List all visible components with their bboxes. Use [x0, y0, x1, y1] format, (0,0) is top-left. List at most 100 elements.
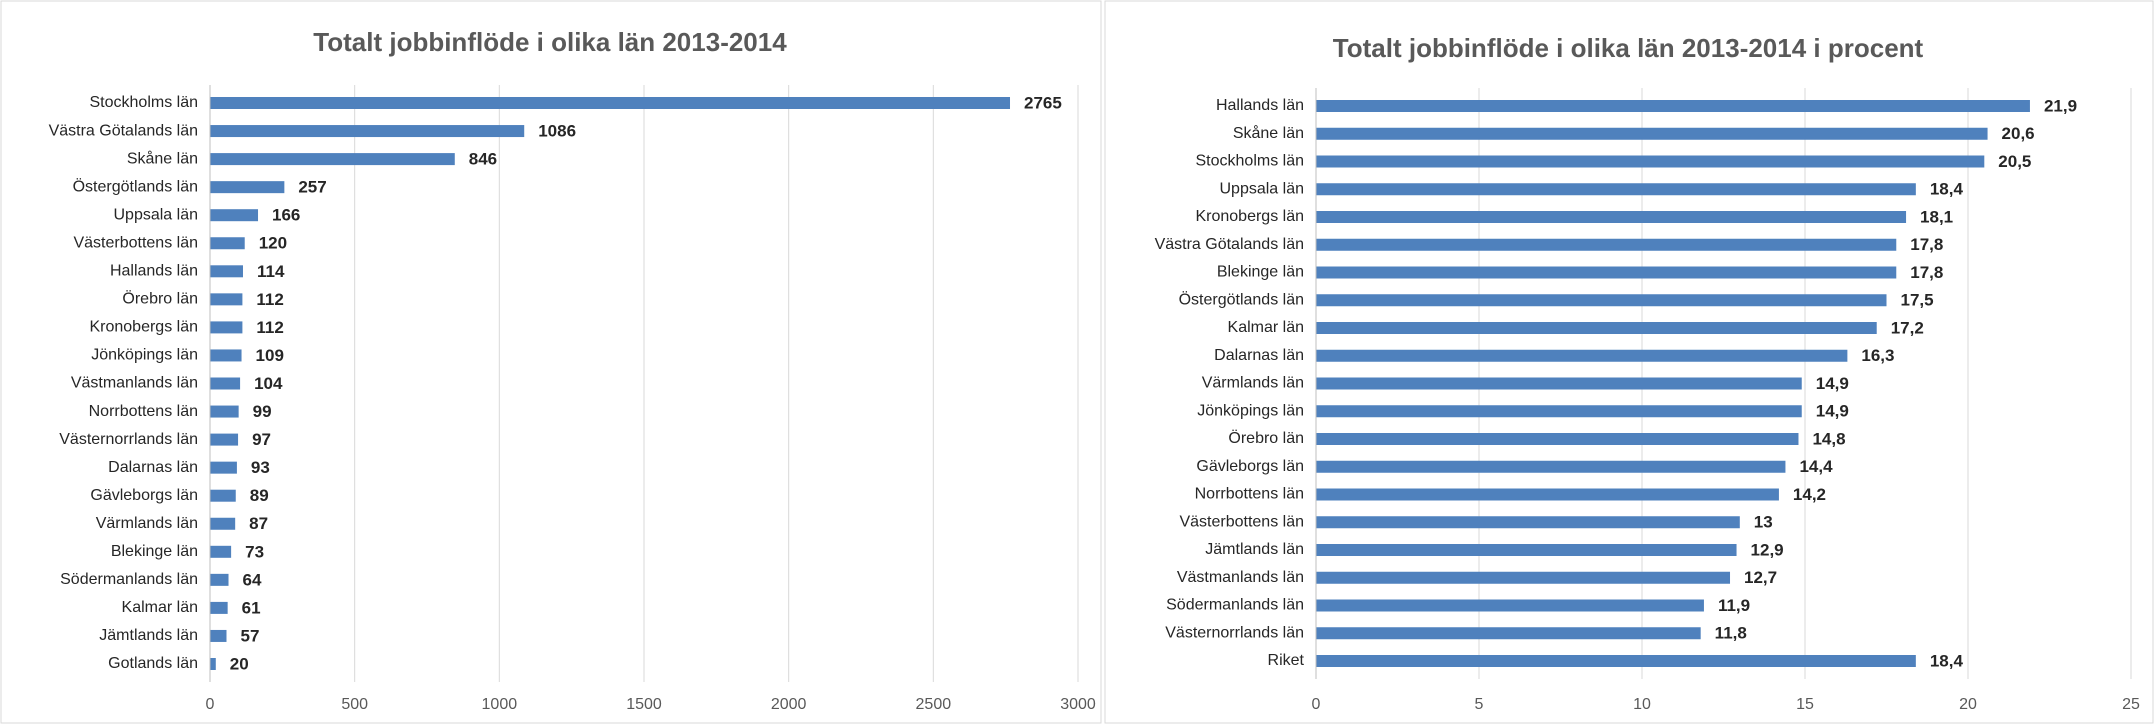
y-tick-label: Södermanlands län: [60, 571, 198, 588]
bar: [1316, 183, 1916, 196]
value-label: 14,8: [1812, 429, 1845, 448]
bar: [1316, 127, 1988, 140]
y-tick-label: Norrbottens län: [1195, 486, 1304, 503]
x-tick-label: 10: [1633, 696, 1651, 713]
bar: [1316, 488, 1779, 501]
x-tick-label: 25: [2122, 696, 2140, 713]
y-tick-label: Jönköpings län: [1197, 402, 1304, 419]
y-tick-label: Hallands län: [1216, 97, 1304, 114]
bar: [210, 461, 237, 474]
value-label: 89: [250, 486, 269, 505]
bar: [210, 629, 227, 642]
bar: [1316, 460, 1786, 473]
x-tick-label: 2000: [771, 696, 807, 713]
y-tick-label: Skåne län: [127, 149, 198, 167]
x-tick-label: 15: [1796, 696, 1814, 713]
y-tick-label: Västmanlands län: [1177, 569, 1304, 586]
y-tick-label: Västerbottens län: [1179, 513, 1304, 530]
bar: [210, 489, 236, 502]
x-tick-label: 3000: [1060, 696, 1096, 713]
bar: [210, 658, 216, 670]
value-label: 114: [257, 262, 285, 281]
value-label: 87: [249, 514, 268, 533]
value-label: 14,9: [1816, 402, 1849, 421]
x-tick-label: 2500: [916, 696, 952, 713]
value-label: 104: [254, 374, 283, 393]
y-tick-label: Kronobergs län: [89, 319, 198, 336]
value-label: 18,4: [1930, 651, 1964, 670]
y-tick-label: Riket: [1268, 652, 1305, 669]
value-label: 20: [230, 654, 249, 673]
y-tick-label: Blekinge län: [111, 543, 198, 560]
bar: [210, 433, 239, 446]
value-label: 2765: [1024, 93, 1062, 112]
value-label: 109: [256, 346, 284, 365]
bar: [210, 265, 243, 278]
bar: [210, 545, 232, 558]
x-tick-label: 0: [1312, 696, 1321, 713]
y-tick-label: Västra Götalands län: [1155, 236, 1304, 253]
value-label: 257: [298, 178, 326, 197]
value-label: 14,4: [1799, 457, 1833, 476]
value-label: 17,8: [1910, 263, 1943, 282]
y-tick-label: Örebro län: [122, 290, 198, 308]
bar: [1316, 433, 1799, 445]
bar: [210, 405, 239, 418]
value-label: 17,5: [1901, 291, 1934, 310]
y-tick-label: Uppsala län: [1220, 180, 1305, 197]
value-label: 18,4: [1930, 180, 1964, 199]
value-label: 73: [245, 542, 264, 561]
bar: [1316, 238, 1897, 251]
bar: [210, 97, 1011, 109]
bar: [210, 321, 243, 334]
value-label: 61: [242, 598, 261, 617]
bar: [1316, 294, 1887, 307]
bar: [1316, 571, 1731, 584]
chart-title: Totalt jobbinflöde i olika län 2013-2014: [313, 27, 787, 57]
bar: [1316, 655, 1916, 667]
chart-title: Totalt jobbinflöde i olika län 2013-2014…: [1333, 33, 1924, 63]
y-tick-label: Västerbottens län: [73, 234, 198, 251]
y-tick-label: Blekinge län: [1217, 264, 1304, 281]
bar: [210, 181, 285, 194]
value-label: 14,9: [1816, 374, 1849, 393]
value-label: 846: [469, 150, 497, 169]
y-tick-label: Örebro län: [1228, 429, 1304, 447]
bar: [210, 153, 455, 166]
y-tick-label: Västernorrlands län: [1165, 624, 1304, 641]
x-tick-label: 0: [206, 696, 215, 713]
bar: [210, 601, 228, 614]
value-label: 12,9: [1751, 540, 1784, 559]
value-label: 112: [256, 318, 283, 337]
bar: [1316, 516, 1740, 529]
bar: [1316, 405, 1802, 418]
value-label: 17,2: [1891, 318, 1924, 337]
x-tick-label: 500: [341, 696, 368, 713]
value-label: 13: [1754, 513, 1773, 532]
bar: [1316, 322, 1877, 334]
y-tick-label: Värmlands län: [96, 515, 198, 532]
x-tick-label: 1000: [482, 696, 518, 713]
bar: [1316, 266, 1897, 279]
bar: [1316, 100, 2030, 112]
y-tick-label: Västmanlands län: [71, 375, 198, 392]
y-tick-label: Södermanlands län: [1166, 597, 1304, 614]
bar: [210, 377, 241, 390]
y-tick-label: Gotlands län: [108, 655, 198, 672]
value-label: 120: [259, 234, 287, 253]
y-tick-label: Dalarnas län: [108, 459, 198, 476]
x-tick-label: 1500: [626, 696, 662, 713]
y-tick-label: Dalarnas län: [1214, 347, 1304, 364]
bar: [210, 517, 236, 530]
value-label: 18,1: [1920, 207, 1953, 226]
panel-border: [1104, 0, 2154, 724]
value-label: 17,8: [1910, 235, 1943, 254]
value-label: 20,5: [1998, 152, 2031, 171]
y-tick-label: Kalmar län: [122, 599, 198, 616]
value-label: 93: [251, 458, 270, 477]
bar: [210, 573, 229, 586]
value-label: 1086: [538, 122, 576, 141]
value-label: 11,9: [1718, 596, 1750, 615]
value-label: 99: [253, 402, 272, 421]
